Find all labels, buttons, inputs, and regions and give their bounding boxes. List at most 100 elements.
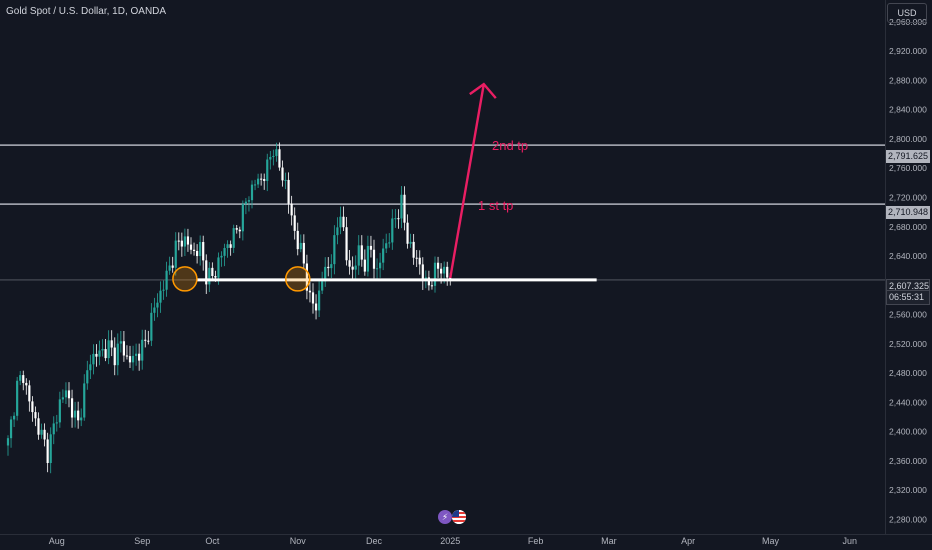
candle-body (275, 149, 278, 156)
candle-body (6, 438, 10, 446)
candle-body (104, 349, 107, 359)
candle-body (235, 228, 238, 230)
candle-body (284, 179, 287, 181)
candle-body (400, 194, 403, 219)
x-tick-label: Aug (49, 536, 65, 546)
candle-body (357, 245, 360, 266)
symbol-title: Gold Spot / U.S. Dollar, 1D, OANDA (6, 6, 167, 17)
candle-body (183, 236, 186, 247)
candle-body (177, 240, 180, 242)
candle-body (278, 149, 281, 168)
candle-body (311, 292, 315, 304)
candle-body (128, 356, 132, 363)
candle-body (92, 353, 95, 365)
x-tick-label: Feb (528, 536, 544, 546)
candle-body (430, 285, 434, 287)
candle-body (250, 184, 254, 201)
candle-body (141, 339, 144, 361)
horizontal-levels (0, 144, 885, 281)
candle-body (342, 216, 345, 228)
candle-body (324, 266, 327, 282)
candle-body (321, 281, 324, 291)
y-tick-label: 2,360.000 (889, 456, 927, 466)
candle-body (189, 244, 193, 250)
candle-body (293, 215, 296, 231)
y-tick-label: 2,840.000 (889, 105, 927, 115)
y-tick-label: 2,680.000 (889, 222, 927, 232)
y-tick-label: 2,800.000 (889, 134, 927, 144)
user-drawings[interactable]: 2nd tp 1 st tp (172, 82, 597, 292)
candle-body (214, 275, 217, 278)
x-tick-label: 2025 (440, 536, 460, 546)
candle-body (40, 429, 43, 435)
candle-body (171, 265, 174, 268)
candle-body (199, 242, 202, 257)
candle-body (305, 263, 308, 291)
candle-body (385, 243, 388, 249)
candle-body (318, 290, 321, 311)
annotation-1st-tp: 1 st tp (478, 198, 513, 213)
y-tick-label: 2,280.000 (889, 514, 927, 524)
candle-body (436, 262, 440, 269)
candle-body (372, 249, 376, 269)
y-tick-label: 2,720.000 (889, 193, 927, 203)
x-tick-label: Mar (601, 536, 617, 546)
candle-body (336, 227, 339, 236)
candle-body (86, 370, 89, 384)
candle-body (74, 410, 77, 418)
us-flag-icon[interactable] (452, 510, 466, 524)
candle-body (37, 418, 40, 435)
candle-body (287, 179, 290, 204)
candle-body (110, 340, 113, 348)
y-tick-label: 2,400.000 (889, 427, 927, 437)
candle-body (360, 245, 363, 260)
time-axis[interactable]: Aug Sep Oct Nov Dec 2025 Feb Mar Apr May Jun (49, 536, 857, 546)
candle-body (302, 242, 305, 264)
candle-body (28, 385, 31, 402)
candle-body (19, 375, 22, 381)
candle-body (299, 242, 302, 250)
candle-body (366, 245, 369, 272)
candle-body (13, 415, 16, 420)
candle-body (22, 375, 25, 383)
candle-body (162, 289, 165, 291)
candle-body (382, 248, 385, 263)
candle-body (345, 227, 348, 261)
candle-body (354, 265, 357, 270)
price-axis-separator (885, 0, 886, 534)
candle-body (67, 390, 71, 399)
candle-body (147, 340, 150, 342)
x-tick-label: Apr (681, 536, 695, 546)
candle-body (144, 339, 147, 341)
y-tick-label: 2,560.000 (889, 310, 927, 320)
candle-body (159, 290, 162, 303)
candle-body (138, 353, 141, 361)
candle-body (363, 259, 366, 272)
candle-body (101, 349, 104, 351)
candle-body (46, 439, 49, 464)
candle-body (446, 266, 449, 278)
candle-body (64, 390, 68, 398)
y-tick-label: 2,640.000 (889, 251, 927, 261)
currency-button[interactable]: USD (887, 3, 927, 23)
candle-body (119, 341, 122, 344)
candle-body (263, 179, 266, 181)
price-axis[interactable]: 2,280.000 2,320.000 2,360.000 2,400.000 2,44… (889, 17, 927, 524)
candle-body (266, 159, 269, 181)
candle-body (257, 178, 260, 185)
candle-body (440, 268, 443, 274)
candle-body (229, 244, 232, 248)
lightning-icon[interactable]: ⚡ (438, 510, 452, 524)
candle-body (83, 383, 86, 418)
candle-body (391, 218, 394, 243)
candle-body (260, 178, 263, 180)
target-arrow-head (469, 82, 497, 99)
level-2-price-badge: 2,710.948 (886, 206, 930, 219)
candle-body (418, 257, 421, 265)
candle-body (55, 422, 58, 424)
candle-body (168, 265, 171, 271)
candle-body (89, 364, 92, 371)
candle-body (116, 343, 119, 366)
candle-body (43, 429, 46, 440)
